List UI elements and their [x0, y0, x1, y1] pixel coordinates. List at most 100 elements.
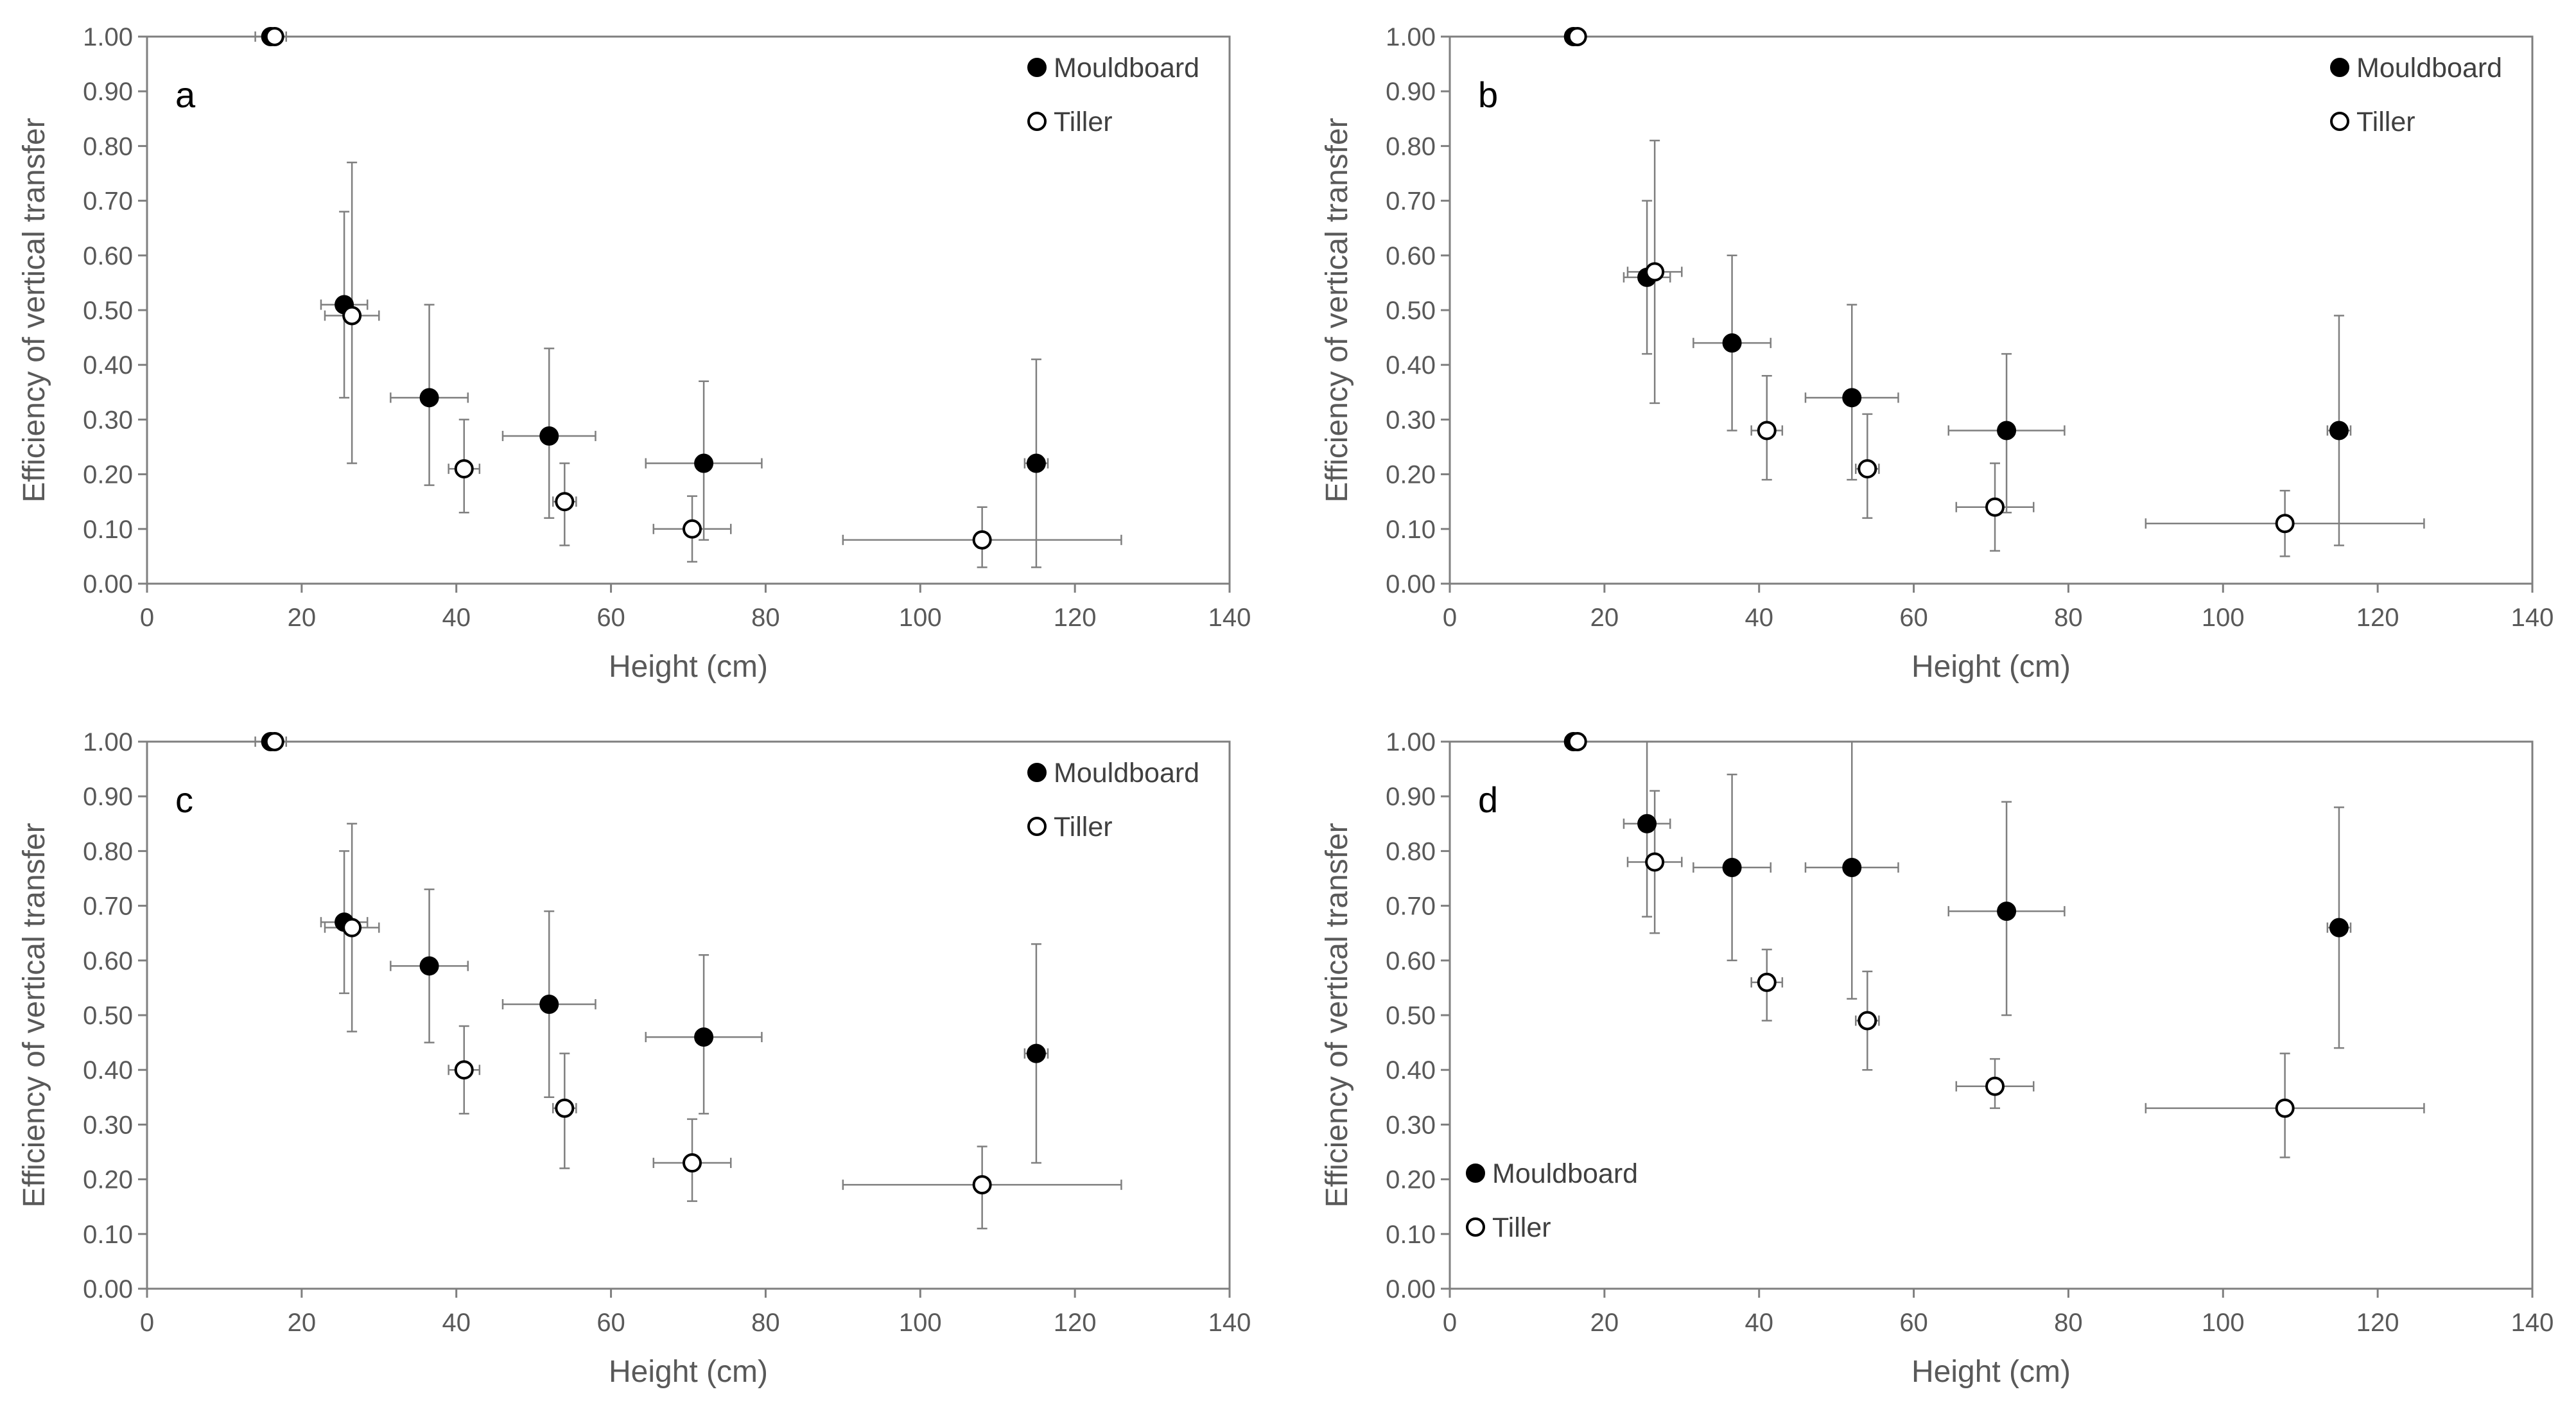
y-tick-label: 0.00	[83, 570, 133, 598]
x-tick-label: 80	[2054, 604, 2083, 632]
data-point-open	[1985, 497, 2005, 517]
data-point-open	[683, 519, 702, 539]
y-axis-title: Efficiency of vertical transfer	[1320, 823, 1354, 1207]
legend-label: Tiller	[2356, 107, 2415, 137]
y-tick-label: 0.90	[1386, 783, 1436, 811]
data-point-open	[342, 918, 362, 937]
x-tick-label: 40	[1745, 1309, 1773, 1337]
x-tick-label: 100	[899, 604, 942, 632]
x-axis-title: Height (cm)	[609, 650, 768, 684]
data-point-filled	[539, 426, 559, 446]
x-tick-label: 100	[2202, 1309, 2245, 1337]
y-tick-label: 0.20	[83, 1166, 133, 1194]
y-tick-label: 0.50	[1386, 1002, 1436, 1030]
data-point-filled	[1722, 857, 1742, 877]
series-markers-tiller	[265, 27, 992, 550]
x-tick-label: 60	[1899, 1309, 1928, 1337]
y-tick-label: 0.40	[83, 351, 133, 379]
legend-marker-open	[1466, 1217, 1485, 1237]
legend-marker-filled	[1027, 58, 1047, 77]
y-tick-label: 0.60	[1386, 242, 1436, 270]
x-tick-label: 80	[751, 604, 780, 632]
legend-marker-open	[2330, 112, 2349, 131]
legend-marker-filled	[1027, 763, 1047, 782]
legend: Mouldboard Tiller	[2330, 53, 2502, 137]
series-mouldboard	[254, 737, 1049, 1164]
y-tick-label: 0.30	[1386, 406, 1436, 434]
y-axis-title: Efficiency of vertical transfer	[1320, 118, 1354, 502]
series-tiller	[1569, 31, 2425, 557]
series-mouldboard	[1565, 31, 2352, 546]
legend-label: Tiller	[1492, 1212, 1551, 1243]
y-tick-label: 0.30	[83, 1111, 133, 1139]
series-markers-tiller	[1567, 732, 2295, 1118]
x-tick-label: 140	[1208, 1309, 1251, 1337]
y-tick-label: 0.80	[1386, 837, 1436, 866]
data-point-filled	[539, 994, 559, 1014]
series-tiller	[266, 31, 1122, 568]
x-axis-title: Height (cm)	[609, 1355, 768, 1389]
y-tick-label: 0.10	[83, 1221, 133, 1249]
data-point-open	[454, 459, 474, 479]
legend-marker-open	[1027, 817, 1047, 836]
x-tick-label: 0	[140, 604, 154, 632]
data-point-filled	[1842, 857, 1862, 877]
y-tick-label: 0.30	[1386, 1111, 1436, 1139]
x-tick-label: 120	[2356, 1309, 2399, 1337]
data-point-open	[1567, 27, 1587, 46]
data-point-open	[2275, 1098, 2295, 1118]
data-point-open	[1645, 852, 1665, 872]
data-point-filled	[2329, 918, 2349, 937]
legend-label: Mouldboard	[1054, 53, 1199, 83]
y-tick-label: 1.00	[83, 728, 133, 756]
chart-panel-a: 0.00 0.10 0.20 0.30 0.40 0.50 0.60 0.70 0.80 0.90…	[17, 23, 1251, 684]
x-tick-label: 20	[1590, 604, 1619, 632]
y-tick-label: 0.70	[1386, 187, 1436, 216]
data-point-filled	[694, 453, 714, 473]
x-tick-label: 140	[2511, 1309, 2554, 1337]
data-point-filled	[1842, 388, 1862, 408]
x-axis-title: Height (cm)	[1911, 650, 2071, 684]
x-tick-label: 0	[1443, 1309, 1457, 1337]
y-tick-label: 0.70	[1386, 893, 1436, 921]
x-axis-title: Height (cm)	[1911, 1355, 2071, 1389]
x-tick-label: 60	[596, 604, 625, 632]
y-tick-label: 0.70	[83, 893, 133, 921]
series-markers-tiller	[1567, 27, 2295, 534]
y-tick-label: 0.80	[83, 132, 133, 161]
data-point-filled	[1722, 333, 1742, 353]
y-tick-label: 0.20	[1386, 461, 1436, 489]
x-tick-label: 60	[596, 1309, 625, 1337]
y-tick-label: 0.20	[1386, 1166, 1436, 1194]
legend-label: Tiller	[1054, 107, 1113, 137]
y-tick-label: 0.50	[83, 297, 133, 325]
y-tick-label: 0.60	[1386, 947, 1436, 975]
x-tick-label: 100	[2202, 604, 2245, 632]
panel-label: d	[1478, 780, 1498, 820]
data-point-filled	[1026, 1043, 1046, 1063]
panel-label: a	[175, 74, 196, 115]
y-tick-label: 0.50	[1386, 297, 1436, 325]
x-tick-label: 0	[140, 1309, 154, 1337]
x-tick-label: 140	[2511, 604, 2554, 632]
y-tick-label: 0.60	[83, 947, 133, 975]
data-point-filled	[419, 388, 439, 408]
data-point-filled	[1997, 421, 2017, 440]
data-point-open	[1858, 1011, 1877, 1031]
y-tick-label: 0.10	[1386, 516, 1436, 544]
x-tick-label: 80	[751, 1309, 780, 1337]
data-point-filled	[1997, 902, 2017, 921]
data-point-filled	[2329, 421, 2349, 440]
series-markers-tiller	[265, 732, 992, 1195]
y-tick-label: 0.00	[1386, 1275, 1436, 1303]
data-point-filled	[1637, 814, 1657, 833]
y-tick-label: 0.70	[83, 187, 133, 216]
data-point-open	[454, 1060, 474, 1080]
y-tick-label: 0.30	[83, 406, 133, 434]
y-tick-label: 1.00	[83, 23, 133, 51]
y-tick-label: 0.80	[83, 837, 133, 866]
panel-label: b	[1478, 74, 1498, 115]
data-point-open	[1985, 1076, 2005, 1096]
legend-label: Mouldboard	[1054, 758, 1199, 789]
